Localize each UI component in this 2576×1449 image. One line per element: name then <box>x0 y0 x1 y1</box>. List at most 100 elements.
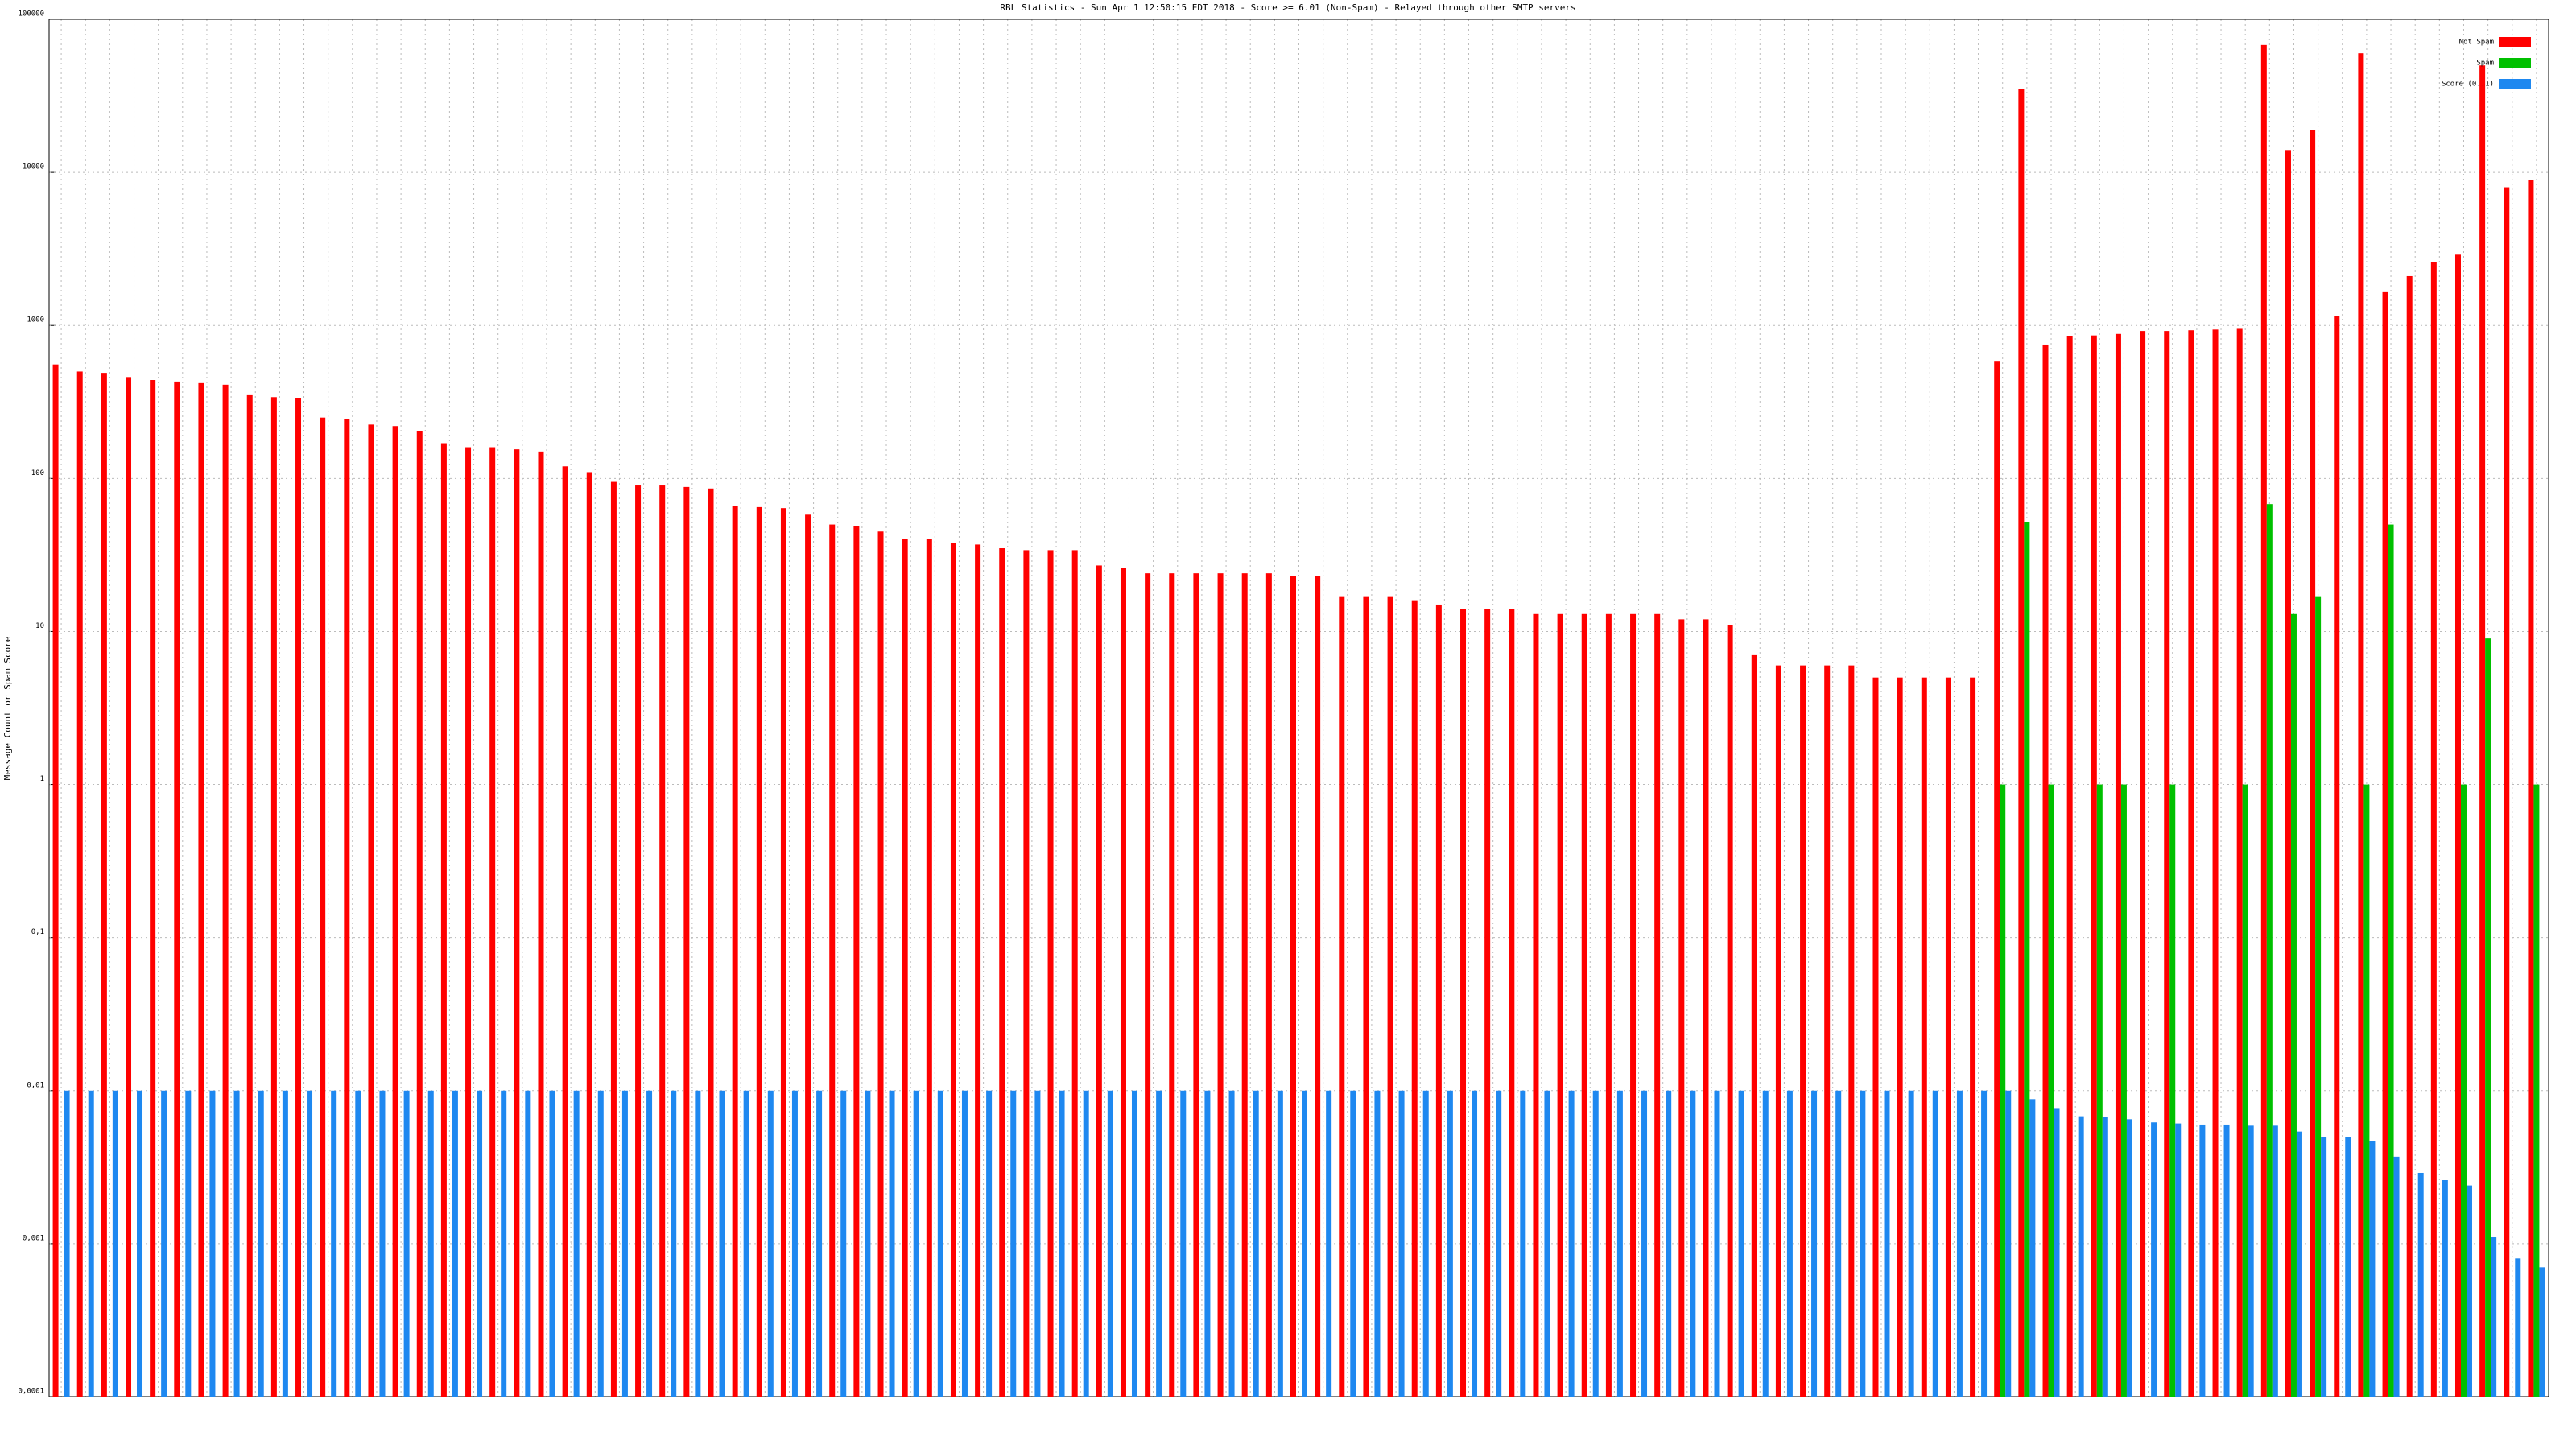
bar <box>2018 89 2025 1397</box>
bar <box>1762 1090 1769 1397</box>
bar <box>514 449 520 1397</box>
bar <box>2442 1179 2448 1397</box>
bar <box>767 1090 774 1397</box>
bar <box>1544 1090 1550 1397</box>
bar <box>889 1090 895 1397</box>
y-tick-label: 10000 <box>23 163 44 171</box>
bar <box>999 548 1005 1397</box>
bar <box>209 1090 216 1397</box>
bar <box>2024 522 2030 1397</box>
bar <box>2151 1122 2157 1397</box>
bar <box>2260 44 2267 1397</box>
bar <box>791 1090 798 1397</box>
bar <box>1557 613 1563 1397</box>
legend-swatch <box>2499 58 2531 68</box>
bar <box>853 526 860 1397</box>
bar <box>2212 329 2219 1397</box>
bar <box>1786 1090 1793 1397</box>
bar <box>1520 1090 1526 1397</box>
bar <box>2290 613 2297 1397</box>
y-tick-label: 10 <box>35 622 44 630</box>
bar <box>1034 1090 1041 1397</box>
bar <box>2248 1125 2254 1397</box>
bar <box>1800 665 1806 1397</box>
bar <box>320 417 326 1397</box>
bar <box>1956 1090 1963 1397</box>
bar <box>1496 1090 1502 1397</box>
bar <box>2005 1090 2012 1397</box>
y-tick-label: 1 <box>40 775 44 783</box>
chart-title: RBL Statistics - Sun Apr 1 12:50:15 EDT … <box>1000 2 1575 13</box>
bar <box>258 1090 264 1397</box>
y-tick-label: 0,0001 <box>18 1388 44 1396</box>
bar <box>1970 677 1976 1397</box>
bar <box>1616 1090 1623 1397</box>
bar <box>708 488 714 1397</box>
bar <box>2485 638 2491 1397</box>
bar <box>1703 619 1709 1397</box>
bar <box>403 1090 410 1397</box>
bar <box>1435 604 1442 1397</box>
bar <box>2539 1267 2545 1397</box>
bar <box>961 1090 968 1397</box>
bar <box>683 486 690 1397</box>
bar <box>477 1090 483 1397</box>
bar <box>646 1090 653 1397</box>
bar <box>307 1090 313 1397</box>
bar <box>1884 1090 1890 1397</box>
bar <box>1654 613 1661 1397</box>
bar <box>2169 784 2176 1397</box>
bar <box>1422 1090 1429 1397</box>
bar <box>1921 677 1927 1397</box>
bar <box>1897 677 1903 1397</box>
bar <box>695 1090 701 1397</box>
bar <box>816 1090 823 1397</box>
bar <box>877 531 884 1397</box>
bar <box>1193 573 1199 1397</box>
bar <box>743 1090 749 1397</box>
bar <box>756 506 762 1397</box>
bar <box>2078 1116 2084 1397</box>
bar <box>1932 1090 1938 1397</box>
bar <box>975 544 981 1397</box>
bar <box>2491 1237 2497 1397</box>
bar <box>150 380 156 1397</box>
bar <box>1180 1090 1187 1397</box>
bar <box>1411 600 1418 1397</box>
bar <box>452 1090 458 1397</box>
bar <box>1228 1090 1235 1397</box>
bar <box>1265 573 1272 1397</box>
bar <box>76 371 83 1397</box>
legend-swatch <box>2499 79 2531 89</box>
bar <box>902 539 908 1397</box>
legend-label: Not Spam <box>2459 39 2494 47</box>
bar <box>1169 573 1175 1397</box>
bar <box>112 1090 118 1397</box>
bar <box>1217 573 1224 1397</box>
bar <box>1860 1090 1866 1397</box>
bar <box>562 466 568 1397</box>
bar <box>926 539 932 1397</box>
bar <box>2120 784 2127 1397</box>
bar <box>913 1090 919 1397</box>
bar <box>2115 333 2121 1397</box>
bar <box>2242 784 2248 1397</box>
bar <box>1811 1090 1818 1397</box>
bar <box>1714 1090 1720 1397</box>
bar <box>2054 1108 2060 1397</box>
bar <box>1253 1090 1259 1397</box>
bar <box>392 426 398 1397</box>
bar <box>222 384 229 1397</box>
bar <box>1059 1090 1065 1397</box>
bar <box>137 1090 143 1397</box>
bar <box>1387 596 1393 1397</box>
bar <box>2140 331 2146 1397</box>
bar <box>1472 1090 1478 1397</box>
bar <box>1641 1090 1648 1397</box>
y-tick-label: 0,01 <box>27 1081 44 1089</box>
bar <box>1315 576 1321 1397</box>
bar <box>52 364 59 1397</box>
bar <box>1981 1090 1988 1397</box>
bar <box>2175 1123 2182 1397</box>
legend-swatch <box>2499 37 2531 47</box>
